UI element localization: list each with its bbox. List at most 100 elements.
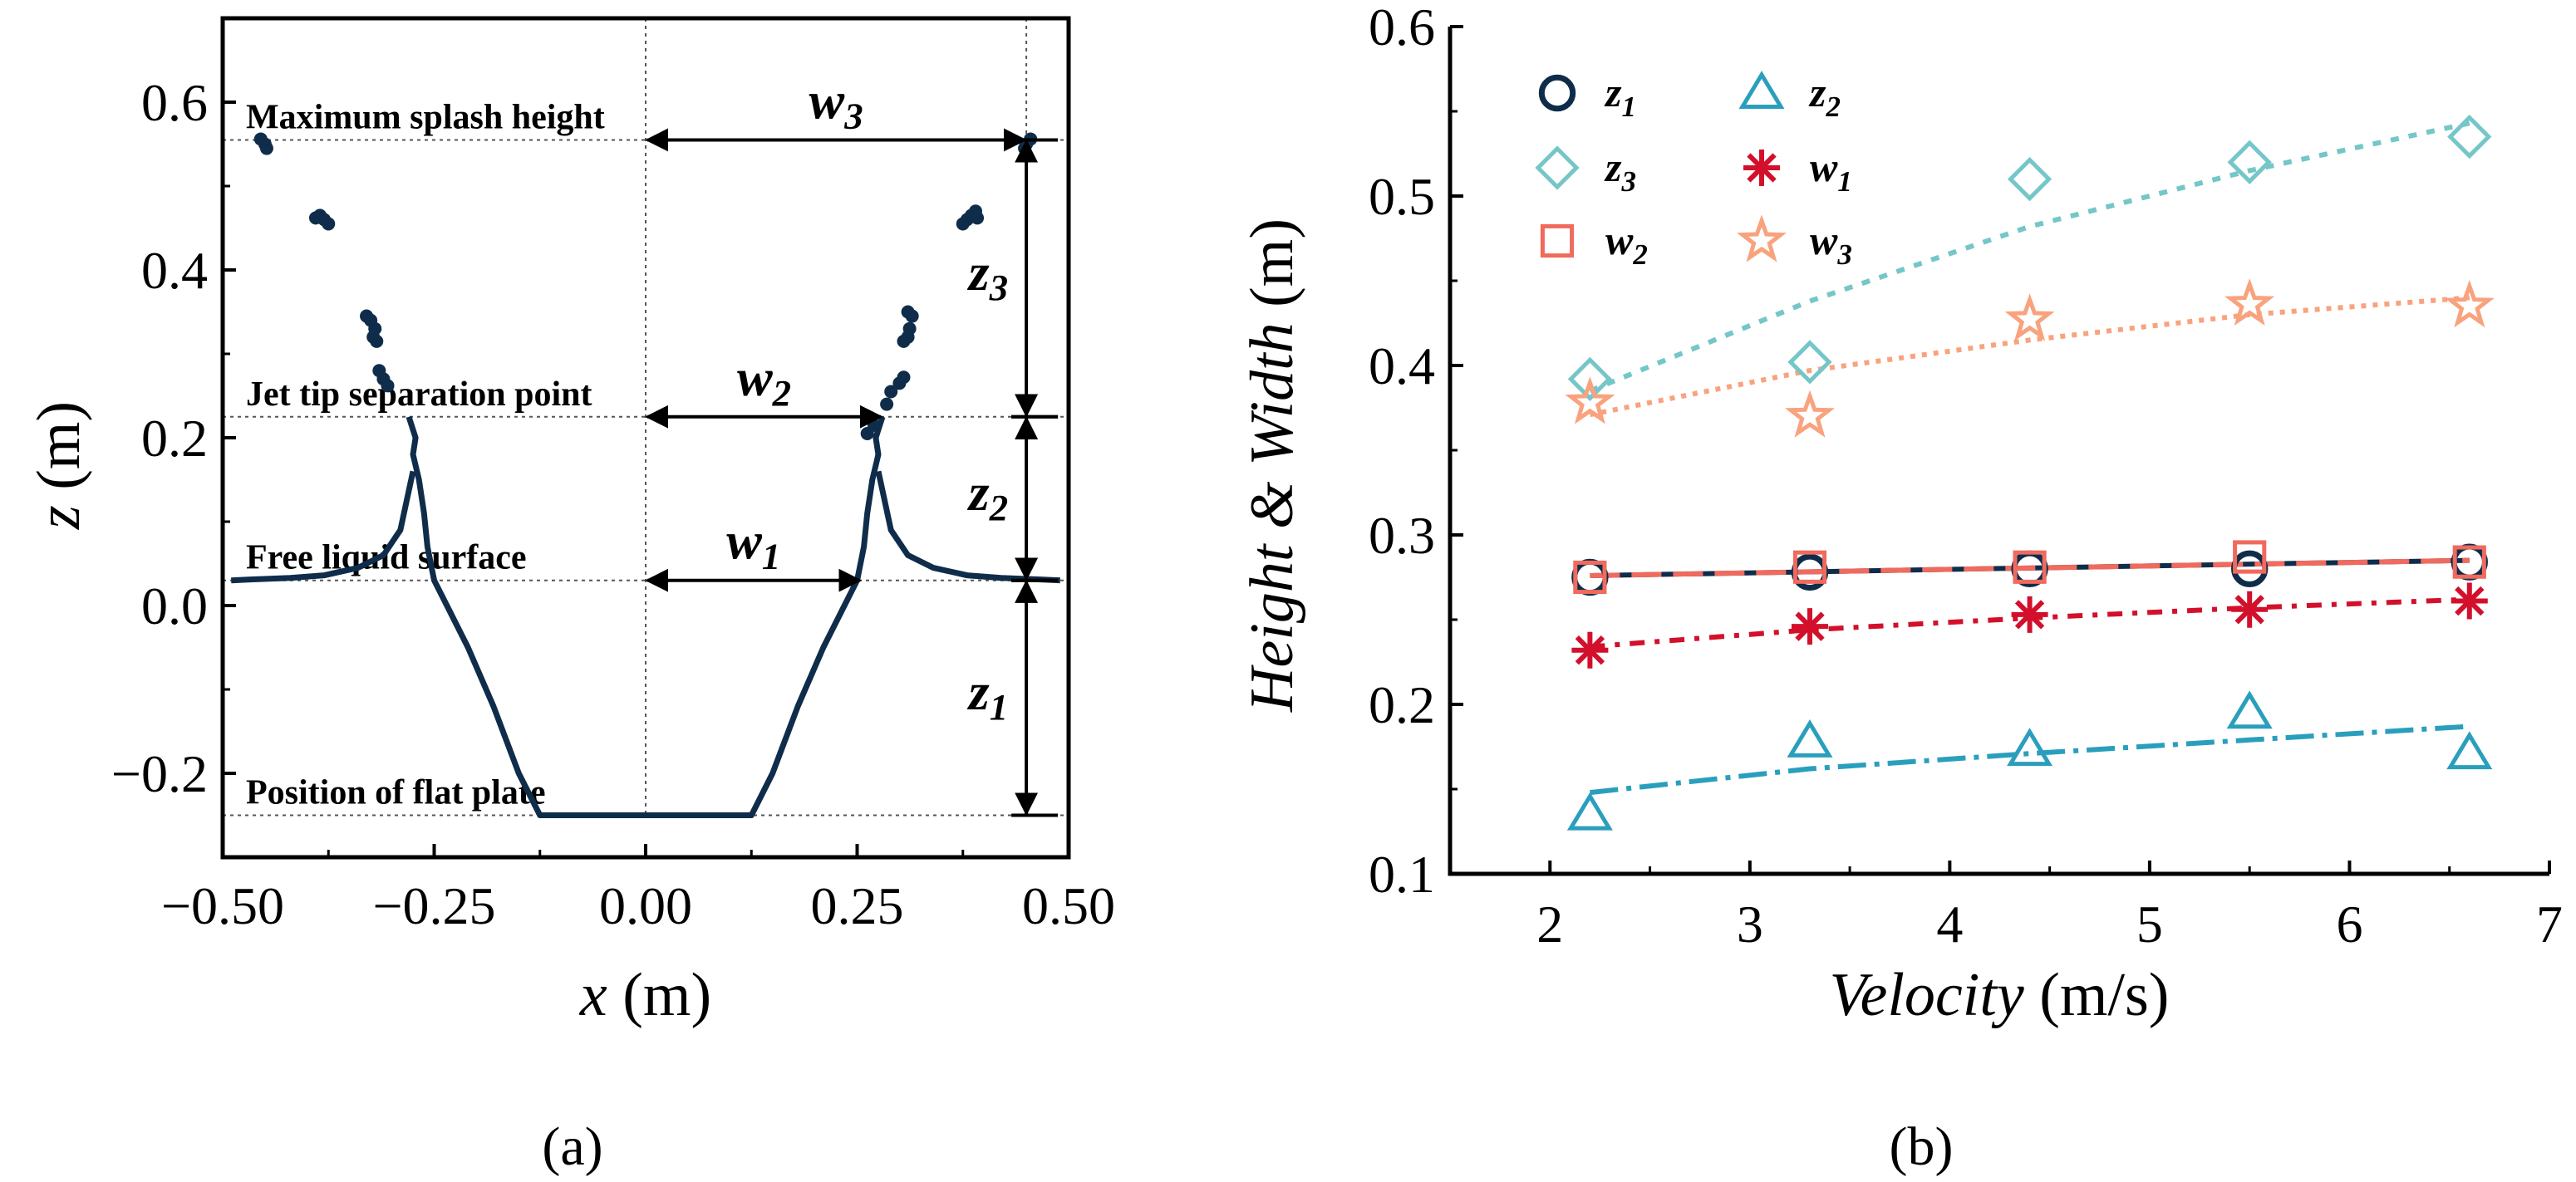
marker-diamond — [1567, 356, 1613, 401]
droplet — [901, 305, 915, 319]
x-tick-label: 0.50 — [1022, 876, 1115, 935]
marker-square — [2233, 540, 2267, 574]
marker-star — [2444, 279, 2495, 328]
marker-asterisk-arm — [2234, 595, 2264, 625]
x-tick-label: 7 — [2536, 895, 2563, 954]
marker-star — [2004, 293, 2055, 341]
y-tick-label: 0.6 — [141, 73, 208, 132]
droplet — [884, 385, 898, 399]
marker-star — [1565, 376, 1615, 424]
marker-circle — [1538, 74, 1576, 112]
y-axis-label-b: Height & Width (m) — [1238, 218, 1306, 713]
legend-entry-z3: z3 — [1535, 144, 1636, 198]
marker-square — [1540, 223, 1575, 258]
marker-square — [2452, 545, 2486, 579]
x-tick-label: 5 — [2136, 895, 2163, 954]
panel-label-b: (b) — [1890, 1116, 1954, 1177]
x-tick-label: 3 — [1737, 895, 1763, 954]
marker-triangle — [2446, 731, 2493, 770]
droplet — [259, 141, 273, 155]
x-axis-label-b: Velocity (m/s) — [1830, 961, 2170, 1029]
x-axis-ticks-b: 2 3 4 5 6 7 — [1536, 861, 2563, 954]
marker-circle — [2230, 550, 2269, 587]
marker-asterisk-arm — [1575, 635, 1605, 665]
x-tick-label: 0.25 — [811, 876, 904, 935]
marker-diamond — [2227, 140, 2272, 184]
marker-star — [1736, 214, 1787, 262]
marker-triangle — [2007, 728, 2053, 767]
fit-lines — [1589, 120, 2470, 796]
x-tick-label: 4 — [1936, 895, 1963, 954]
y-axis-ticks-b: 0.1 0.2 0.3 0.4 0.5 0.6 — [1369, 0, 1463, 904]
droplet — [366, 330, 381, 344]
legend: z1 z2 z3 w1 w2 w3 — [1535, 69, 1852, 271]
fit-line-w2 — [1590, 557, 2470, 578]
legend-label: z3 — [1604, 144, 1636, 198]
droplet — [1018, 141, 1032, 155]
droplet — [971, 211, 985, 225]
legend-entry-w3: w3 — [1736, 214, 1852, 271]
panel-label-a: (a) — [542, 1116, 602, 1177]
droplet — [308, 211, 322, 225]
legend-entry-z2: z2 — [1738, 69, 1841, 123]
y-axis-label-a: z (m) — [25, 401, 93, 530]
x-tick-label: 2 — [1536, 895, 1563, 954]
dimension-label: w3 — [809, 71, 863, 136]
marker-triangle — [1566, 792, 1613, 831]
dimension-label: z3 — [967, 243, 1008, 308]
droplet — [860, 426, 874, 440]
reference-lines: Maximum splash height Jet tip separation … — [223, 18, 1069, 817]
droplet — [897, 370, 911, 385]
y-tick-label: 0.2 — [141, 409, 208, 468]
svg-text:x (m): x (m) — [579, 961, 711, 1029]
fit-line-z2 — [1590, 723, 2470, 796]
marker-star — [1784, 390, 1836, 438]
reference-label: Maximum splash height — [246, 98, 605, 136]
dimension-label: w2 — [737, 348, 791, 414]
y-tick-label: 0.4 — [141, 241, 208, 300]
marker-square — [2013, 550, 2047, 584]
legend-entry-w2: w2 — [1540, 217, 1648, 271]
x-tick-label: 0.00 — [599, 876, 692, 935]
droplet — [381, 379, 395, 393]
dimension-arrows: w3 w2 w1 z3 z2 z1 — [645, 71, 1059, 817]
marker-triangle — [1787, 719, 1833, 758]
dimension-label: z2 — [967, 463, 1008, 528]
svg-text:z (m): z (m) — [25, 401, 93, 530]
reference-label: Position of flat plate — [246, 774, 545, 812]
legend-entry-w1: w1 — [1743, 144, 1852, 198]
panel-a: Maximum splash height Jet tip separation … — [25, 16, 1115, 1177]
marker-diamond — [2007, 156, 2052, 202]
legend-label: z1 — [1604, 69, 1636, 123]
droplet — [880, 397, 894, 411]
droplet — [322, 217, 336, 231]
legend-label: w2 — [1605, 217, 1648, 271]
free-surface-left — [231, 470, 416, 584]
legend-label: w3 — [1810, 217, 1852, 271]
reference-label: Free liquid surface — [246, 539, 527, 577]
legend-label: w1 — [1810, 144, 1852, 198]
marker-asterisk-arm — [1795, 611, 1825, 641]
marker-triangle — [1738, 71, 1785, 109]
y-tick-label: 0.6 — [1369, 0, 1435, 56]
cavity-profile — [406, 415, 886, 818]
marker-asterisk-arm — [1747, 153, 1777, 183]
fit-line-z3 — [1589, 120, 2470, 394]
y-tick-label: 0.3 — [1369, 506, 1435, 565]
marker-square — [1573, 560, 1607, 595]
marker-asterisk-arm — [2014, 600, 2045, 630]
x-axis-label-a: x (m) — [579, 961, 711, 1029]
y-tick-label: 0.1 — [1369, 845, 1435, 904]
marker-diamond — [1535, 145, 1580, 190]
y-axis-ticks: −0.2 0.0 0.2 0.4 0.6 — [111, 17, 236, 859]
y-tick-label: 0.2 — [1369, 675, 1435, 734]
dimension-label: z1 — [967, 662, 1008, 728]
marker-asterisk-arm — [2455, 586, 2485, 616]
x-tick-label: −0.50 — [161, 876, 284, 935]
y-tick-label: 0.4 — [1369, 336, 1435, 395]
marker-triangle — [2226, 690, 2273, 729]
legend-label: z2 — [1808, 69, 1841, 123]
panel-b: z1 z2 z3 w1 w2 w3 2 3 4 5 6 7 0.1 0.2 0.3 0.4 0.5 0.6 V… — [1238, 0, 2563, 1177]
fit-line-w3 — [1589, 295, 2470, 418]
data-markers — [1565, 114, 2495, 831]
